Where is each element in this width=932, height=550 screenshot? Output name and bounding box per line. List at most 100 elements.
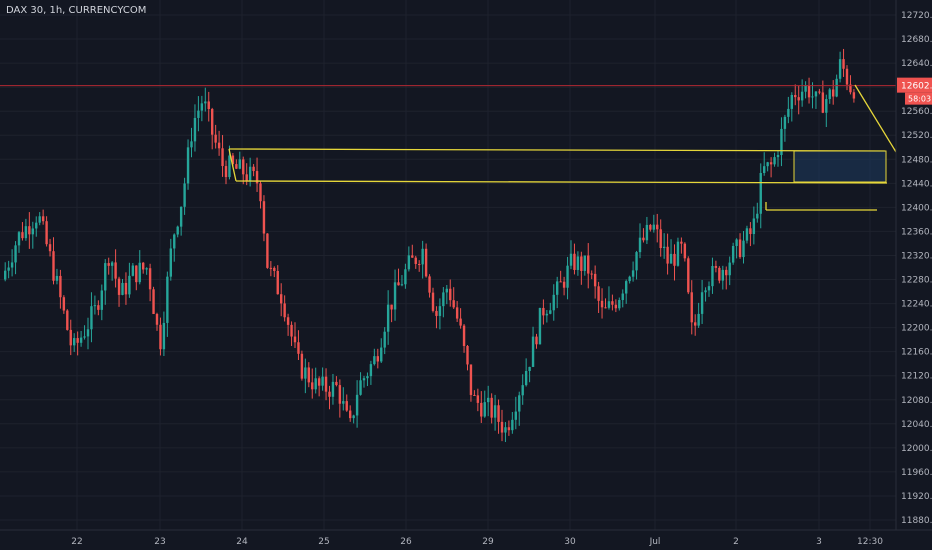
x-axis[interactable]: 22 23 24 25 26 29 30 Jul 2 3 12:30 (0, 529, 932, 547)
candle-body (424, 248, 428, 277)
candle-body (376, 356, 379, 362)
candle-body (221, 148, 224, 167)
candle-body (307, 367, 310, 383)
candle-body (366, 376, 369, 379)
candle-body (411, 255, 414, 258)
candle-body (407, 255, 411, 270)
trend-projection-line[interactable] (854, 84, 897, 153)
candle-body (704, 290, 707, 293)
candle-body (204, 101, 207, 104)
candle-body (211, 109, 214, 135)
candle-body (673, 253, 676, 266)
candle-body (593, 273, 597, 287)
candle-body (290, 324, 293, 337)
candle-body (621, 293, 624, 301)
candle-body (738, 239, 742, 258)
candle-body (31, 228, 34, 235)
y-tick-label: 12240.0 (901, 300, 932, 310)
candle-body (531, 336, 535, 367)
candle-body (514, 411, 517, 420)
y-tick-label: 12560.0 (901, 107, 932, 117)
candle-body (331, 381, 335, 397)
candle-body (573, 253, 576, 270)
x-tick-label: 24 (236, 537, 248, 547)
candle-body (838, 59, 842, 79)
candle-body (207, 101, 210, 110)
candle-body (79, 337, 83, 343)
candle-body (683, 243, 687, 259)
y-tick-label: 12360.0 (901, 227, 932, 237)
lower-channel-line[interactable] (235, 180, 888, 184)
candle-body (735, 239, 738, 247)
channel-left-edge[interactable] (228, 148, 237, 182)
candle-body (549, 310, 552, 314)
candle-body (14, 245, 17, 263)
y-axis[interactable]: 12720.012680.012640.012600.012560.012520… (895, 0, 932, 530)
candle-body (255, 171, 259, 184)
candle-body (21, 232, 24, 239)
candle-body (662, 246, 666, 249)
candle-body (552, 294, 555, 311)
candle-body (562, 281, 566, 288)
candle-body (186, 147, 190, 184)
candle-body (780, 128, 783, 156)
candle-body (166, 276, 169, 323)
candle-body (618, 300, 621, 309)
candle-body (763, 166, 766, 173)
candle-body (680, 241, 683, 244)
candle-body (304, 367, 307, 379)
candle-body (576, 256, 580, 270)
candle-body (587, 255, 590, 274)
upper-channel-line[interactable] (228, 148, 886, 152)
candle-body (228, 155, 231, 178)
candle-body (694, 322, 697, 326)
candle-body (142, 262, 145, 270)
candle-body (73, 338, 76, 346)
candle-body (728, 262, 731, 276)
candle-body (100, 290, 103, 310)
candle-body (152, 289, 155, 315)
candle-body (214, 134, 217, 143)
candle-body (7, 267, 10, 271)
current-price-label: 12602.5 (901, 82, 932, 92)
candle-body (818, 91, 821, 93)
candle-body (245, 174, 248, 181)
candle-body (569, 253, 573, 266)
candle-body (121, 282, 124, 295)
candle-body (687, 258, 690, 293)
candle-body (607, 301, 611, 308)
annotations-group[interactable] (0, 84, 897, 211)
candle-body (86, 329, 90, 337)
candle-body (4, 270, 7, 280)
candle-body (262, 201, 266, 234)
candle-body (542, 307, 545, 316)
candle-body (797, 97, 800, 101)
candle-body (649, 224, 652, 230)
candle-body (276, 271, 279, 295)
candle-body (511, 419, 514, 431)
candle-body (476, 395, 480, 403)
candle-body (83, 336, 86, 338)
candle-body (521, 385, 524, 396)
zone-box[interactable] (793, 150, 887, 183)
candle-body (359, 380, 362, 395)
candle-body (718, 267, 721, 281)
candle-body (162, 322, 166, 350)
candle-body (700, 292, 704, 314)
candle-body (835, 78, 838, 97)
candle-body (652, 224, 655, 230)
candle-body (138, 262, 141, 283)
candle-body (62, 297, 66, 311)
candle-body (455, 307, 459, 319)
candle-body (731, 246, 735, 263)
y-tick-label: 12640.0 (901, 59, 932, 69)
candle-body (814, 91, 818, 97)
candle-body (583, 255, 586, 271)
candle-body (159, 324, 162, 350)
candle-body (721, 269, 724, 281)
y-tick-label: 12400.0 (901, 203, 932, 213)
candle-body (352, 415, 355, 419)
candle-body (390, 304, 393, 310)
candle-body (473, 394, 476, 396)
